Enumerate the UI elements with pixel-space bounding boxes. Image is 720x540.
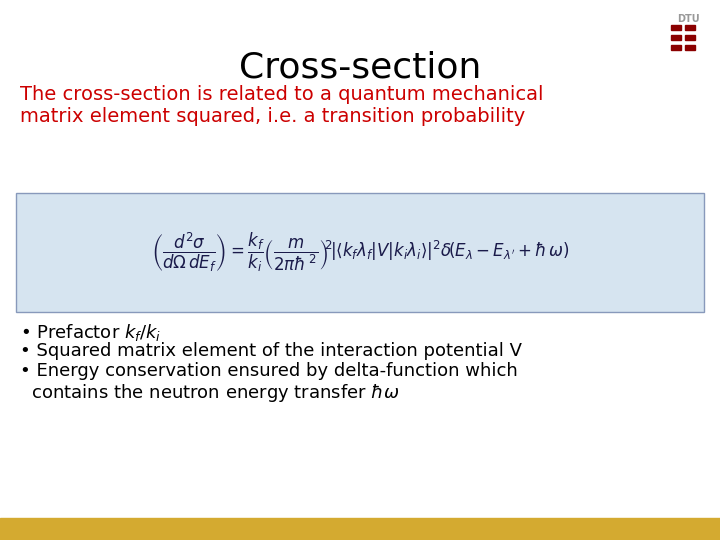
- Bar: [0, 518, 720, 540]
- Bar: [685, 25, 695, 30]
- Text: DTU: DTU: [678, 14, 700, 24]
- Text: Cross-section: Cross-section: [239, 50, 481, 84]
- Text: • Squared matrix element of the interaction potential V: • Squared matrix element of the interact…: [20, 342, 522, 360]
- Text: • Prefactor $k_f/k_i$: • Prefactor $k_f/k_i$: [20, 322, 161, 343]
- Bar: [685, 35, 695, 40]
- Text: • Energy conservation ensured by delta-function which: • Energy conservation ensured by delta-f…: [20, 362, 518, 380]
- Text: matrix element squared, i.e. a transition probability: matrix element squared, i.e. a transitio…: [20, 107, 526, 126]
- Text: contains the neutron energy transfer $\hbar\omega$: contains the neutron energy transfer $\h…: [20, 382, 400, 404]
- Bar: [671, 45, 681, 50]
- Bar: [685, 45, 695, 50]
- Bar: [671, 25, 681, 30]
- FancyBboxPatch shape: [16, 193, 704, 312]
- Text: $\left(\dfrac{d^2\sigma}{d\Omega\, dE_f}\right)= \dfrac{k_f}{k_i}\left(\dfrac{m}: $\left(\dfrac{d^2\sigma}{d\Omega\, dE_f}…: [150, 231, 570, 274]
- Bar: [671, 35, 681, 40]
- Text: The cross-section is related to a quantum mechanical: The cross-section is related to a quantu…: [20, 85, 544, 104]
